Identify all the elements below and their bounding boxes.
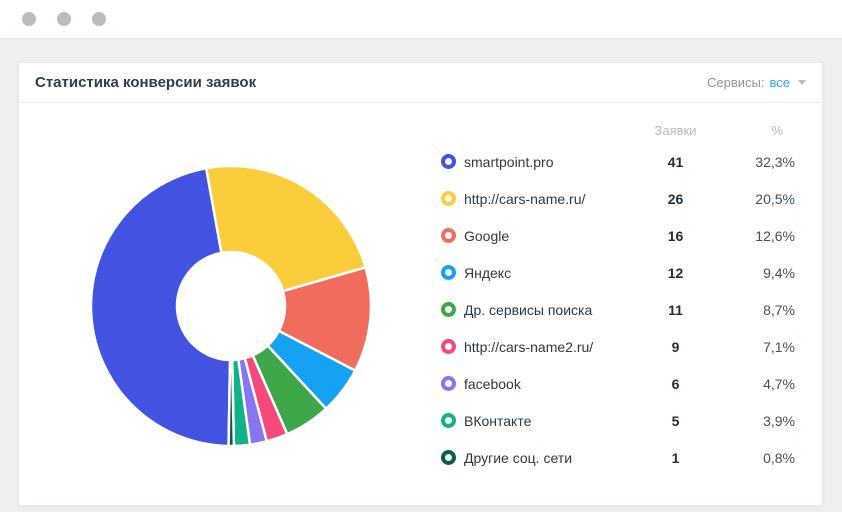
legend-row[interactable]: http://cars-name.ru/ 26 20,5% <box>441 180 795 217</box>
window-control-dot <box>57 12 71 26</box>
services-filter-dropdown[interactable]: Сервисы: все <box>707 75 806 90</box>
legend-requests-value: 16 <box>667 227 684 244</box>
legend-dot-icon <box>441 339 456 354</box>
legend-percent-value: 4,7% <box>763 375 795 392</box>
services-filter-value[interactable]: все <box>769 75 791 90</box>
column-header-percent: % <box>771 122 783 138</box>
legend-percent-value: 8,7% <box>763 301 795 318</box>
legend-requests-value: 11 <box>668 301 683 318</box>
legend-requests-value: 41 <box>667 153 684 170</box>
browser-chrome <box>0 0 842 39</box>
legend-row[interactable]: smartpoint.pro 41 32,3% <box>441 143 795 180</box>
services-filter-label: Сервисы: <box>707 75 765 90</box>
stats-card: Статистика конверсии заявок Сервисы: все… <box>18 62 823 506</box>
legend-label: http://cars-name.ru/ <box>464 190 586 207</box>
legend-label: smartpoint.pro <box>464 153 554 170</box>
donut-chart[interactable] <box>89 164 373 448</box>
legend-dot-icon <box>441 265 456 280</box>
chevron-down-icon <box>798 80 806 85</box>
legend-percent-value: 3,9% <box>763 412 795 429</box>
legend-row[interactable]: facebook 6 4,7% <box>441 365 795 402</box>
legend-percent-value: 12,6% <box>755 227 795 244</box>
legend-dot-icon <box>441 450 456 465</box>
legend-requests-value: 5 <box>671 412 680 429</box>
donut-segment[interactable] <box>89 166 232 448</box>
legend-dot-icon <box>441 302 456 317</box>
legend-row[interactable]: Яндекс 12 9,4% <box>441 254 795 291</box>
legend-label: http://cars-name2.ru/ <box>464 338 594 355</box>
legend-requests-value: 6 <box>671 375 680 392</box>
card-header: Статистика конверсии заявок Сервисы: все <box>19 63 822 103</box>
column-header-requests: Заявки <box>654 122 697 138</box>
legend-requests-value: 12 <box>667 264 684 281</box>
legend-label: ВКонтакте <box>464 412 532 429</box>
legend-header-row: Заявки % <box>441 119 795 141</box>
legend-requests-value: 1 <box>671 449 680 466</box>
legend-label: Google <box>464 227 510 244</box>
window-control-dot <box>92 12 106 26</box>
legend-label: facebook <box>464 375 521 392</box>
legend-label: Др. сервисы поиска <box>464 301 593 318</box>
donut-segment[interactable] <box>204 164 368 293</box>
legend-percent-value: 20,5% <box>755 190 795 207</box>
legend-row[interactable]: http://cars-name2.ru/ 9 7,1% <box>441 328 795 365</box>
legend-dot-icon <box>441 376 456 391</box>
legend-row[interactable]: Google 16 12,6% <box>441 217 795 254</box>
legend-row[interactable]: Другие соц. сети 1 0,8% <box>441 439 795 476</box>
page-title: Статистика конверсии заявок <box>35 74 257 91</box>
legend-requests-value: 9 <box>671 338 680 355</box>
legend-table: Заявки % smartpoint.pro 41 32,3% http://… <box>441 119 795 476</box>
legend-dot-icon <box>441 154 456 169</box>
legend-dot-icon <box>441 191 456 206</box>
legend-requests-value: 26 <box>667 190 684 207</box>
window-control-dot <box>22 12 36 26</box>
legend-row[interactable]: Др. сервисы поиска 11 8,7% <box>441 291 795 328</box>
donut-segment[interactable] <box>227 358 236 448</box>
legend-percent-value: 32,3% <box>755 153 795 170</box>
legend-row[interactable]: ВКонтакте 5 3,9% <box>441 402 795 439</box>
legend-label: Яндекс <box>464 264 512 281</box>
legend-dot-icon <box>441 228 456 243</box>
legend-label: Другие соц. сети <box>464 449 573 466</box>
legend-percent-value: 0,8% <box>763 449 795 466</box>
legend-percent-value: 9,4% <box>763 264 795 281</box>
legend-dot-icon <box>441 413 456 428</box>
legend-percent-value: 7,1% <box>763 338 795 355</box>
